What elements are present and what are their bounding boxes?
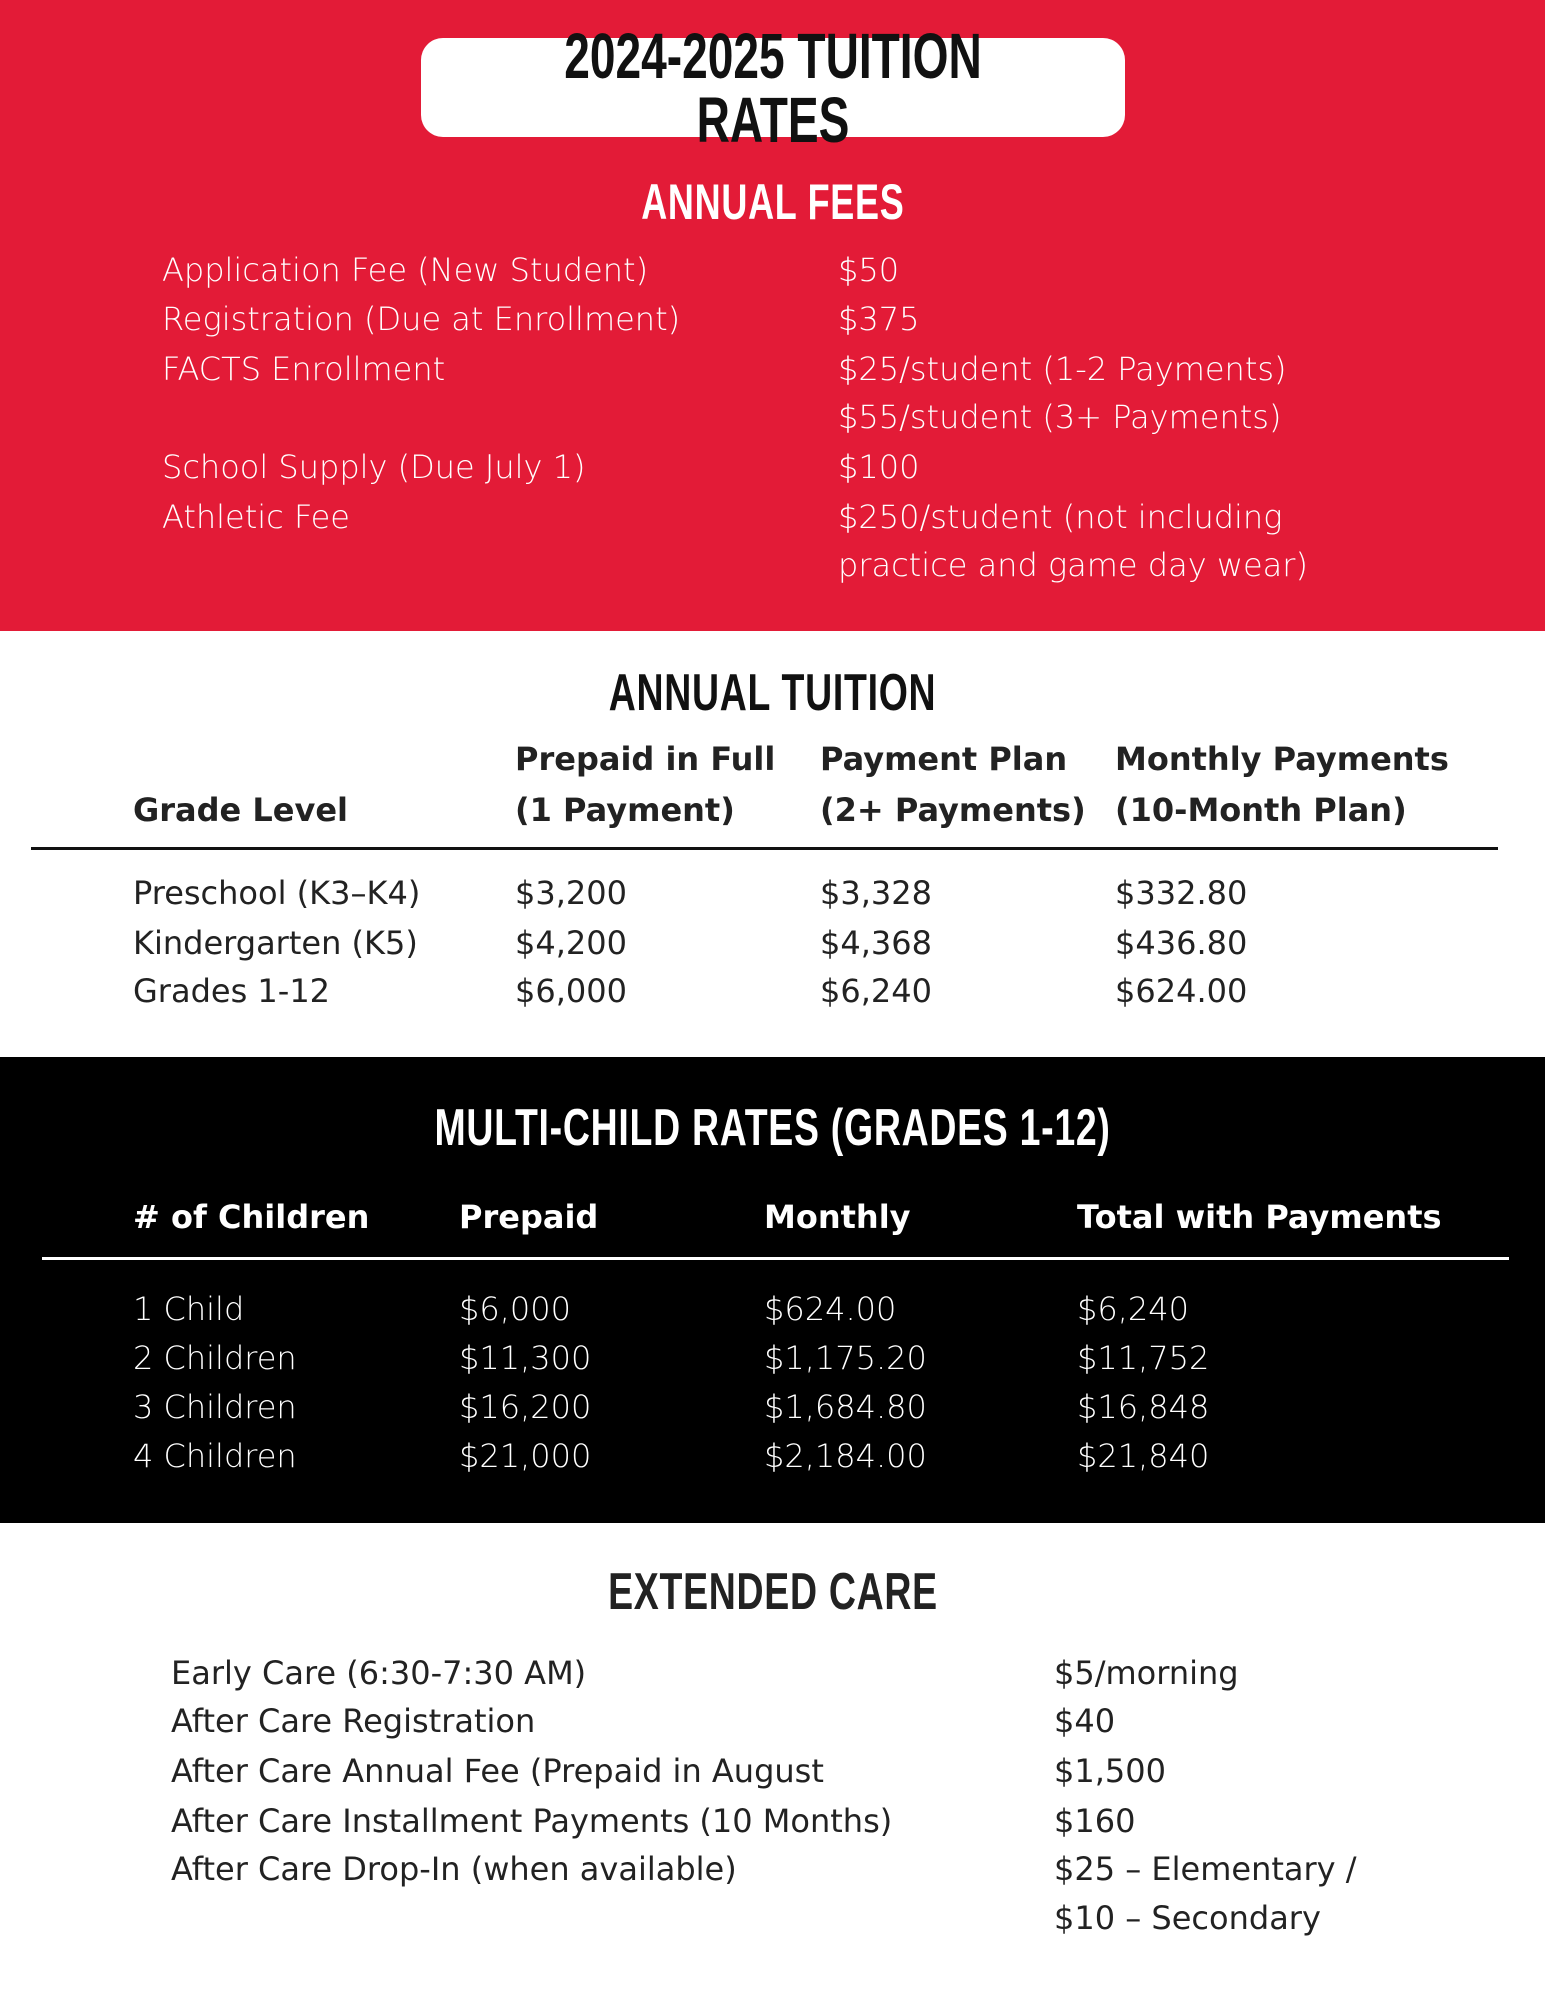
table-cell: Kindergarten (K5) xyxy=(133,924,418,962)
column-header: Prepaid xyxy=(459,1198,599,1236)
table-cell: $6,240 xyxy=(1077,1290,1189,1328)
annual-fees-heading: ANNUAL FEES xyxy=(640,174,905,230)
multi-child-section: MULTI-CHILD RATES (GRADES 1-12) # of Chi… xyxy=(0,1057,1545,1523)
table-cell: $3,328 xyxy=(820,874,932,912)
title-badge: 2024-2025 TUITION RATES xyxy=(421,24,1125,152)
table-cell: Preschool (K3–K4) xyxy=(133,874,421,912)
divider xyxy=(42,1257,1509,1260)
table-cell: $4,368 xyxy=(820,924,932,962)
fee-value: $375 xyxy=(838,300,920,338)
table-cell: $6,240 xyxy=(820,972,932,1010)
fee-label: Athletic Fee xyxy=(162,498,350,536)
table-cell: 2 Children xyxy=(133,1339,297,1377)
divider xyxy=(31,847,1498,850)
care-label: Early Care (6:30-7:30 AM) xyxy=(171,1654,587,1692)
table-cell: $6,000 xyxy=(515,972,627,1010)
annual-tuition-section: ANNUAL TUITION Grade Level Prepaid in Ful… xyxy=(0,631,1545,1057)
table-cell: $16,200 xyxy=(459,1388,592,1426)
table-cell: $21,840 xyxy=(1077,1437,1210,1475)
table-cell: $624.00 xyxy=(1115,972,1248,1010)
fee-label: Registration (Due at Enrollment) xyxy=(162,300,681,338)
care-value: $25 – Elementary / xyxy=(1054,1850,1357,1888)
table-cell: 3 Children xyxy=(133,1388,297,1426)
care-value: $40 xyxy=(1054,1702,1116,1740)
annual-tuition-heading: ANNUAL TUITION xyxy=(608,664,937,722)
table-cell: 4 Children xyxy=(133,1437,297,1475)
care-value: $5/morning xyxy=(1054,1654,1239,1692)
fee-label: Application Fee (New Student) xyxy=(162,251,649,289)
fee-value: $100 xyxy=(838,448,920,486)
table-cell: $21,000 xyxy=(459,1437,592,1475)
fee-value: $55/student (3+ Payments) xyxy=(838,398,1282,436)
column-header: Total with Payments xyxy=(1077,1198,1442,1236)
column-header: (2+ Payments) xyxy=(820,791,1086,829)
column-header: Monthly Payments xyxy=(1115,740,1449,778)
table-cell: $3,200 xyxy=(515,874,627,912)
column-header: Monthly xyxy=(764,1198,911,1236)
fee-label: School Supply (Due July 1) xyxy=(162,448,586,486)
care-label: After Care Drop-In (when available) xyxy=(171,1850,737,1888)
care-value: $10 – Secondary xyxy=(1054,1899,1321,1937)
page-title: 2024-2025 TUITION RATES xyxy=(564,19,982,156)
fee-value: $25/student (1-2 Payments) xyxy=(838,350,1287,388)
table-cell: $1,175.20 xyxy=(764,1339,927,1377)
table-cell: 1 Child xyxy=(133,1290,245,1328)
table-cell: $2,184.00 xyxy=(764,1437,927,1475)
care-value: $160 xyxy=(1054,1802,1136,1840)
fee-value: $50 xyxy=(838,251,900,289)
care-label: After Care Installment Payments (10 Mont… xyxy=(171,1802,893,1840)
fee-value: $250/student (not including xyxy=(838,498,1283,536)
table-cell: Grades 1-12 xyxy=(133,972,331,1010)
column-header: Grade Level xyxy=(133,791,349,829)
extended-care-section: EXTENDED CARE Early Care (6:30-7:30 AM) $… xyxy=(0,1523,1545,2000)
column-header: (1 Payment) xyxy=(515,791,735,829)
multi-child-heading: MULTI-CHILD RATES (GRADES 1-12) xyxy=(434,1099,1111,1157)
table-cell: $624.00 xyxy=(764,1290,897,1328)
extended-care-heading: EXTENDED CARE xyxy=(607,1563,938,1621)
column-header: Payment Plan xyxy=(820,740,1068,778)
table-cell: $11,300 xyxy=(459,1339,592,1377)
care-label: After Care Annual Fee (Prepaid in August xyxy=(171,1752,824,1790)
fee-value: practice and game day wear) xyxy=(838,546,1308,584)
column-header: Prepaid in Full xyxy=(515,740,776,778)
table-cell: $332.80 xyxy=(1115,874,1248,912)
table-cell: $16,848 xyxy=(1077,1388,1210,1426)
table-cell: $436.80 xyxy=(1115,924,1248,962)
fee-label: FACTS Enrollment xyxy=(162,350,446,388)
column-header: # of Children xyxy=(133,1198,370,1236)
care-label: After Care Registration xyxy=(171,1702,536,1740)
annual-fees-section: 2024-2025 TUITION RATES ANNUAL FEES Appl… xyxy=(0,0,1545,631)
table-cell: $11,752 xyxy=(1077,1339,1210,1377)
table-cell: $1,684.80 xyxy=(764,1388,927,1426)
column-header: (10-Month Plan) xyxy=(1115,791,1407,829)
care-value: $1,500 xyxy=(1054,1752,1166,1790)
table-cell: $6,000 xyxy=(459,1290,571,1328)
table-cell: $4,200 xyxy=(515,924,627,962)
